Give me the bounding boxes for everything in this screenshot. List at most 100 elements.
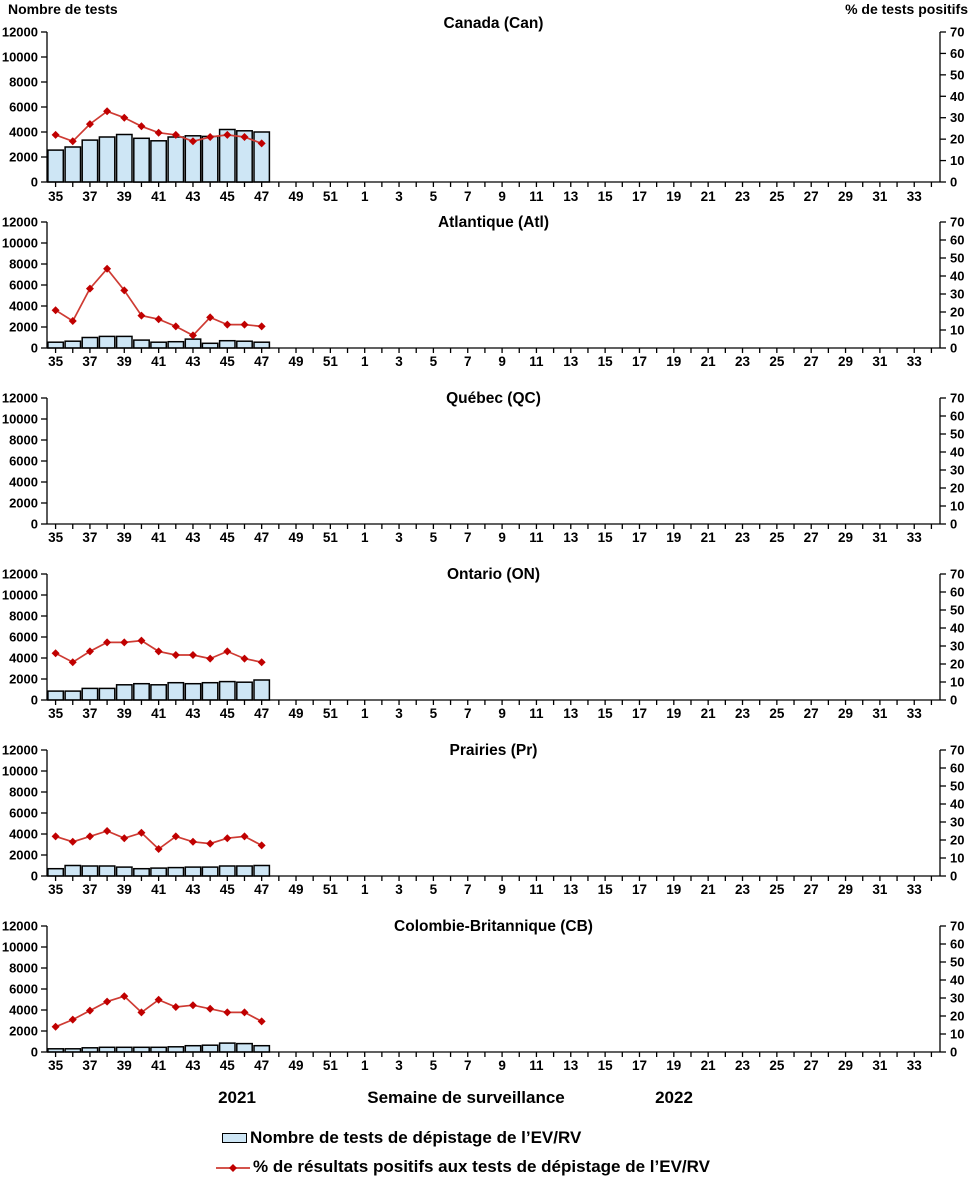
left-axis-tick-label: 2000 — [9, 848, 38, 863]
legend-label-tests: Nombre de tests de dépistage de l’EV/RV — [250, 1127, 582, 1147]
pct-diamond-marker — [223, 834, 232, 843]
right-axis-tick-label: 70 — [950, 743, 964, 758]
week-tick-label: 37 — [82, 706, 97, 721]
left-axis-tick-label: 12000 — [2, 391, 38, 406]
week-tick-label: 37 — [82, 530, 97, 545]
test-bar — [201, 1044, 219, 1053]
axis-labels: 0 2000 4000 6000 8000 10000 12000 0 10 20 30 40 50 60… — [2, 215, 965, 370]
week-tick-label: 37 — [82, 354, 97, 369]
week-tick-label: 35 — [48, 530, 64, 545]
test-bar — [133, 682, 150, 701]
week-tick-label: 51 — [323, 706, 339, 721]
left-axis-tick-label: 12000 — [2, 919, 38, 934]
pct-diamond-marker — [85, 120, 94, 129]
bar-swatch-icon — [222, 1132, 247, 1143]
test-bar — [98, 335, 116, 349]
week-tick-label: 45 — [220, 882, 236, 897]
week-tick-label: 13 — [563, 706, 579, 721]
week-tick-label: 15 — [598, 189, 614, 204]
week-tick-label: 21 — [701, 189, 717, 204]
week-tick-label: 33 — [907, 882, 923, 897]
right-axis-header: % de tests positifs — [845, 1, 968, 17]
axes — [41, 397, 946, 529]
left-axis-tick-label: 2000 — [9, 672, 38, 687]
test-bar — [201, 681, 219, 701]
week-tick-label: 31 — [872, 189, 888, 204]
right-axis-tick-label: 10 — [950, 499, 964, 514]
left-axis-tick-label: 0 — [31, 175, 38, 190]
week-tick-label: 51 — [323, 530, 339, 545]
pct-diamond-marker — [51, 306, 60, 315]
pct-diamond-marker — [68, 837, 77, 846]
left-axis-tick-label: 0 — [31, 869, 38, 884]
left-axis-tick-label: 4000 — [9, 125, 38, 140]
right-axis-tick-label: 40 — [950, 797, 964, 812]
test-bar — [167, 340, 185, 349]
week-tick-label: 19 — [666, 882, 681, 897]
test-bar — [184, 682, 202, 701]
left-axis-tick-label: 10000 — [2, 50, 38, 65]
right-axis-tick-label: 40 — [950, 973, 964, 988]
pct-diamond-marker — [206, 313, 215, 322]
week-tick-label: 33 — [907, 706, 923, 721]
pct-diamond-marker — [103, 638, 112, 647]
week-tick-label: 3 — [395, 1058, 403, 1073]
panel-title: Ontario (ON) — [447, 566, 540, 583]
test-bar — [150, 684, 168, 701]
left-axis-tick-label: 2000 — [9, 150, 38, 165]
pct-diamond-marker — [154, 315, 163, 324]
left-axis-tick-label: 8000 — [9, 785, 38, 800]
week-tick-label: 13 — [563, 354, 579, 369]
pct-diamond-marker — [171, 832, 180, 841]
left-axis-tick-label: 8000 — [9, 257, 38, 272]
axes — [41, 749, 946, 881]
week-tick-label: 27 — [804, 530, 819, 545]
week-tick-label: 35 — [48, 706, 64, 721]
pct-diamond-marker — [137, 311, 146, 320]
week-tick-label: 45 — [220, 706, 236, 721]
test-bar — [115, 866, 133, 877]
test-bar — [133, 137, 150, 183]
test-bar — [218, 339, 236, 349]
pct-diamond-marker — [223, 320, 232, 329]
pct-diamond-marker — [51, 1022, 60, 1031]
pct-diamond-marker — [85, 832, 94, 841]
chart-panel-5: 0 2000 4000 6000 8000 10000 12000 0 10 20 30 40 50 60… — [2, 742, 965, 897]
week-tick-label: 49 — [288, 530, 303, 545]
week-tick-label: 43 — [185, 706, 201, 721]
test-bar — [47, 341, 65, 349]
week-tick-label: 21 — [701, 706, 717, 721]
test-bar — [98, 865, 116, 877]
week-tick-label: 11 — [529, 706, 544, 721]
week-tick-label: 13 — [563, 189, 579, 204]
right-axis-tick-label: 60 — [950, 585, 964, 600]
week-tick-label: 29 — [838, 530, 853, 545]
week-tick-label: 29 — [838, 354, 853, 369]
right-axis-tick-label: 10 — [950, 1027, 964, 1042]
pct-diamond-marker — [154, 128, 163, 137]
left-axis-tick-label: 6000 — [9, 278, 38, 293]
week-tick-label: 11 — [529, 354, 544, 369]
week-tick-label: 9 — [498, 354, 506, 369]
week-tick-label: 11 — [529, 882, 544, 897]
week-tick-label: 25 — [769, 530, 785, 545]
week-tick-label: 17 — [632, 354, 647, 369]
week-tick-label: 27 — [804, 706, 819, 721]
pct-positive-line-series — [51, 107, 266, 148]
left-axis-tick-label: 10000 — [2, 588, 38, 603]
pct-diamond-marker — [120, 992, 129, 1001]
right-axis-tick-label: 40 — [950, 89, 964, 104]
week-tick-label: 1 — [361, 530, 369, 545]
pct-diamond-marker — [68, 658, 77, 667]
test-bar — [150, 140, 168, 183]
test-bar — [167, 1046, 185, 1053]
week-tick-label: 17 — [632, 530, 647, 545]
pct-diamond-marker — [257, 1017, 266, 1026]
left-axis-tick-label: 4000 — [9, 1003, 38, 1018]
axis-labels: 0 2000 4000 6000 8000 10000 12000 0 10 20 30 40 50 60… — [2, 25, 965, 205]
week-tick-label: 21 — [701, 882, 717, 897]
pct-diamond-marker — [68, 317, 77, 325]
week-tick-label: 47 — [254, 882, 269, 897]
pct-diamond-marker — [137, 1008, 146, 1017]
week-tick-label: 47 — [254, 706, 269, 721]
